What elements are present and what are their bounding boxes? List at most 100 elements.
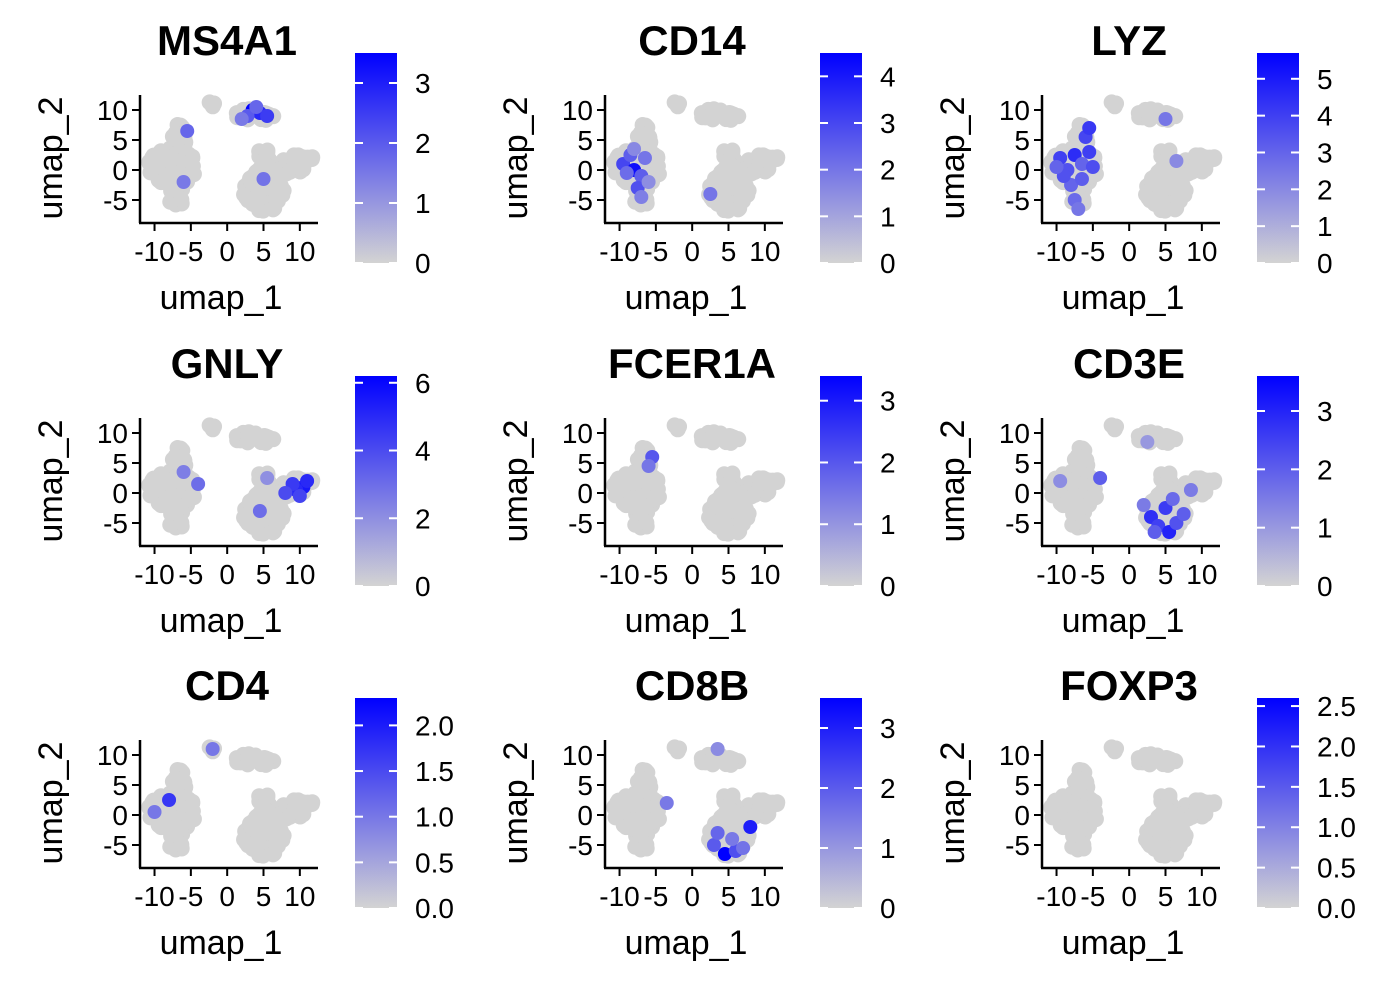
x-axis-label: umap_1 — [625, 279, 748, 317]
cell-point — [1141, 111, 1158, 128]
cell-point — [768, 150, 785, 167]
x-tick-label: -10 — [134, 559, 174, 590]
panel-title: GNLY — [171, 340, 284, 387]
cell-point — [1073, 774, 1090, 791]
expressing-cells — [1049, 112, 1184, 216]
cell-point — [173, 836, 190, 853]
y-axis-label: umap_2 — [497, 742, 535, 865]
x-tick-label: 5 — [256, 559, 272, 590]
expression-point — [1074, 172, 1089, 186]
y-tick-label: 0 — [577, 155, 593, 186]
panel-title: CD8B — [635, 662, 749, 709]
expression-point — [191, 477, 206, 491]
y-tick-label: 0 — [112, 478, 128, 509]
legend-tick-label: 2 — [1317, 174, 1333, 205]
x-tick-label: -10 — [134, 881, 174, 912]
x-tick-label: 0 — [684, 559, 700, 590]
x-tick-label: -10 — [1036, 881, 1076, 912]
cell-point — [258, 751, 275, 768]
x-tick-label: -5 — [178, 559, 203, 590]
expression-point — [1158, 112, 1173, 126]
x-tick-label: 0 — [684, 881, 700, 912]
expression-point — [1049, 160, 1064, 174]
cell-point — [1160, 751, 1177, 768]
x-tick-label: -5 — [178, 236, 203, 267]
cell-point — [303, 150, 320, 167]
y-tick-label: 10 — [97, 418, 128, 449]
cell-point — [615, 495, 632, 512]
expressing-cells — [147, 742, 220, 819]
expression-point — [710, 742, 725, 756]
expression-point — [1165, 492, 1180, 506]
legend-tick-label: 0.0 — [1317, 893, 1356, 924]
cell-point — [239, 191, 256, 208]
x-tick-label: -5 — [1080, 559, 1105, 590]
x-tick-label: 10 — [1186, 236, 1217, 267]
expression-point — [180, 124, 195, 138]
cell-point — [1160, 429, 1177, 446]
x-tick-label: -10 — [134, 236, 174, 267]
cell-point — [251, 202, 268, 219]
x-tick-label: -5 — [178, 881, 203, 912]
cell-point — [636, 129, 653, 146]
cell-point — [1052, 495, 1069, 512]
x-tick-label: 5 — [1158, 881, 1174, 912]
expression-point — [659, 796, 674, 810]
expression-point — [278, 486, 293, 500]
y-axis-label: umap_2 — [32, 420, 70, 543]
x-axis-label: umap_1 — [625, 924, 748, 962]
cell-point — [173, 514, 190, 531]
y-tick-label: 10 — [562, 740, 593, 771]
background-cells — [1043, 417, 1223, 542]
y-axis-label: umap_2 — [497, 420, 535, 543]
x-tick-label: -10 — [599, 881, 639, 912]
y-tick-label: 0 — [1014, 478, 1030, 509]
cell-point — [1106, 421, 1123, 438]
cell-point — [269, 515, 286, 532]
cell-point — [768, 473, 785, 490]
cell-point — [269, 837, 286, 854]
cell-point — [1205, 473, 1222, 490]
legend-tick-label: 1.0 — [1317, 812, 1356, 843]
y-tick-label: -5 — [103, 508, 128, 539]
cell-point — [1106, 743, 1123, 760]
cell-point — [239, 514, 256, 531]
expression-point — [619, 166, 634, 180]
legend-tick-label: 2.0 — [415, 710, 454, 741]
legend-colorbar — [820, 53, 862, 263]
expression-point — [1176, 507, 1191, 521]
expression-point — [1183, 483, 1198, 497]
y-axis-label: umap_2 — [934, 742, 972, 865]
y-tick-label: -5 — [1005, 185, 1030, 216]
legend-colorbar — [820, 376, 862, 586]
legend-tick-label: 0 — [415, 248, 431, 279]
panel-foxp3: FOXP3-10 -5 0 5 10-50510umap_1umap_20.00.51.… — [934, 662, 1356, 962]
x-tick-label: 10 — [749, 559, 780, 590]
y-tick-label: 5 — [1014, 448, 1030, 479]
background-cells — [141, 94, 321, 219]
cell-point — [1073, 452, 1090, 469]
cell-point — [1153, 847, 1170, 864]
legend-colorbar — [355, 698, 397, 908]
cell-point — [1205, 150, 1222, 167]
x-tick-label: -5 — [643, 559, 668, 590]
panel-title: MS4A1 — [157, 17, 297, 64]
expression-point — [162, 793, 177, 807]
cell-point — [1205, 795, 1222, 812]
x-tick-label: 0 — [1121, 559, 1137, 590]
expression-point — [634, 190, 649, 204]
y-tick-label: 5 — [577, 770, 593, 801]
cell-point — [1075, 514, 1092, 531]
legend-tick-label: 1 — [1317, 211, 1333, 242]
cell-point — [1171, 192, 1188, 209]
x-tick-label: 10 — [284, 559, 315, 590]
expression-point — [1082, 145, 1097, 159]
x-tick-label: 0 — [219, 236, 235, 267]
y-tick-label: 5 — [112, 770, 128, 801]
legend-colorbar — [1257, 376, 1299, 586]
cell-point — [1075, 836, 1092, 853]
x-axis-label: umap_1 — [160, 924, 283, 962]
